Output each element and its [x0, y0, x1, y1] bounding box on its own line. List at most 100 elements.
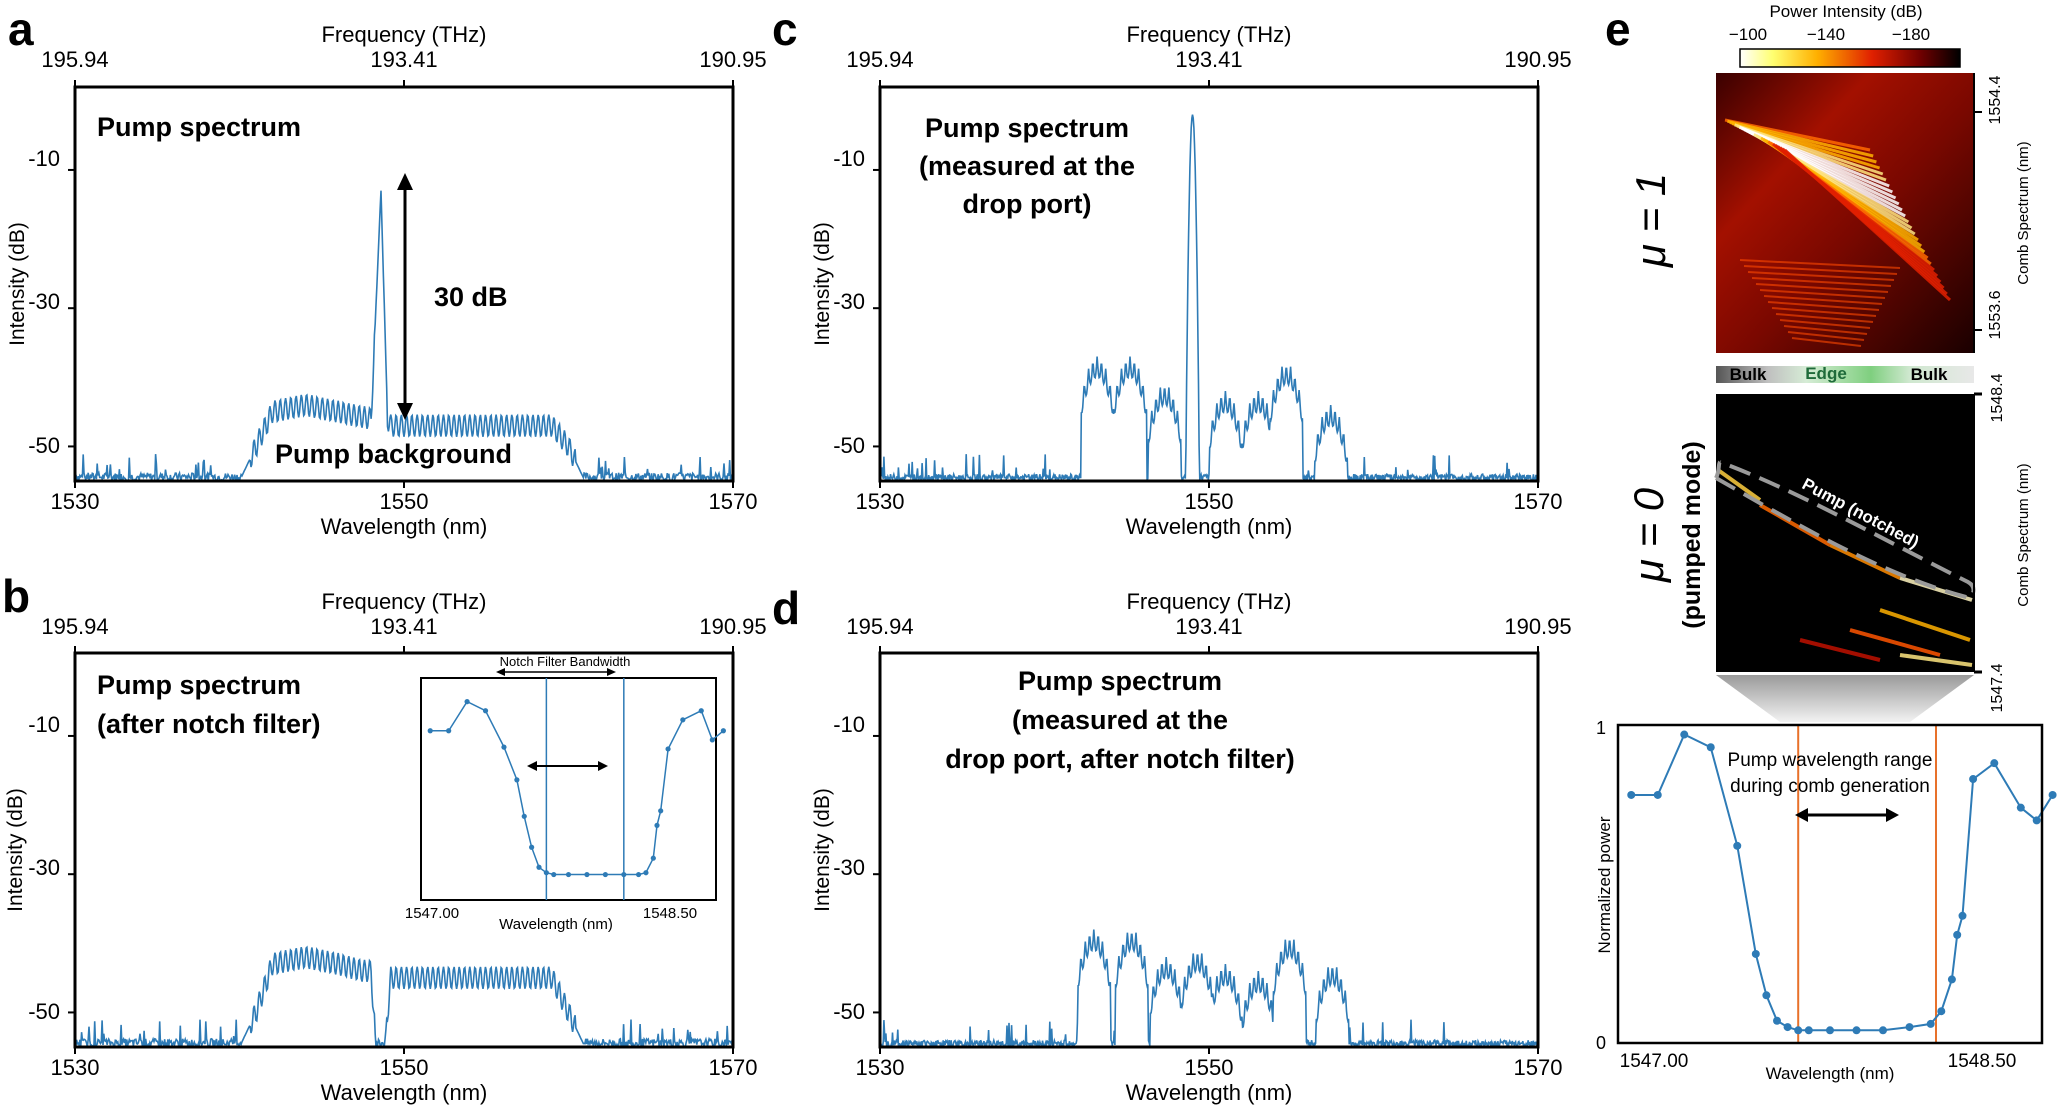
panel-title-b-0: Pump spectrum: [97, 670, 301, 700]
y-tick-c-0: -10: [833, 146, 865, 171]
heatmap-lower-streak: [1759, 289, 1886, 299]
panel-e: e Power Intensity (dB) −100 −140 −180 μ …: [1595, 2, 2057, 1083]
x-tick-a-1: 1550: [380, 489, 429, 514]
x-tick-c-0: 1530: [856, 489, 905, 514]
bottom-frame: [1616, 723, 2044, 1045]
y-tick-d-0: -10: [833, 712, 865, 737]
spectrum-line-a: [75, 190, 733, 481]
bar-label-bulk-right: Bulk: [1911, 365, 1948, 384]
heatmap-lower-streak: [1755, 283, 1889, 293]
x-tick-b-1: 1550: [380, 1055, 429, 1080]
y-tick-c-2: -50: [833, 433, 865, 458]
top-tick-c-2: 190.95: [1504, 47, 1571, 72]
colorbar-tick-2: −180: [1892, 25, 1930, 44]
inset-b: Notch Filter Bandwidth 1547.00 1548.50 W…: [405, 654, 726, 933]
x-tick-c-1: 1550: [1185, 489, 1234, 514]
y-tick-a-1: -30: [28, 289, 60, 314]
bottom-point: [1879, 1026, 1887, 1035]
bottom-point: [1905, 1023, 1914, 1032]
bar-label-bulk-left: Bulk: [1730, 365, 1767, 384]
x-tick-c-2: 1570: [1514, 489, 1563, 514]
bottom-point: [1937, 1007, 1946, 1016]
heatmap-lower-streak: [1791, 337, 1862, 347]
inset-point: [665, 746, 671, 752]
inset-point: [720, 728, 726, 734]
inset-point: [709, 737, 715, 743]
heatmap-mu1-features: [1724, 118, 1952, 347]
inset-point: [482, 708, 489, 714]
top-axis-label-c: Frequency (THz): [1126, 22, 1291, 47]
bottom-point: [2016, 803, 2025, 812]
heatmap-lower-streak: [1775, 313, 1874, 323]
bottom-y-tick-1: 0: [1596, 1033, 1606, 1053]
panel-title-d-1: (measured at the: [1012, 705, 1228, 735]
heatmap-lower-streak: [1751, 277, 1892, 287]
panel-title-c-0: Pump spectrum: [925, 113, 1129, 143]
heatmap-lower-streak: [1771, 307, 1877, 317]
bar-label-edge: Edge: [1805, 364, 1847, 383]
x-tick-a-2: 1570: [709, 489, 758, 514]
inset-point: [565, 871, 572, 878]
bulk-edge-bar: [1716, 366, 1974, 383]
bottom-x-label: Wavelength (nm): [1766, 1064, 1895, 1083]
y-tick-b-0: -10: [28, 712, 60, 737]
bottom-plot: [1627, 725, 2057, 1043]
mu0-sublabel: (pumped mode): [1678, 441, 1706, 629]
inset-point: [521, 813, 527, 819]
mu1-tick-0: 1554.4: [1987, 75, 2004, 124]
bottom-range-arrowhead-right: [1886, 808, 1899, 822]
bottom-point: [1733, 841, 1742, 850]
x-axis-label-c: Wavelength (nm): [1126, 514, 1293, 539]
inset-point: [621, 871, 627, 878]
bottom-point: [1953, 930, 1962, 939]
plot-frame-d: [878, 651, 1540, 1049]
heatmap-lower-streak: [1779, 319, 1871, 329]
panel-title-b-1: (after notch filter): [97, 709, 321, 739]
x-tick-b-2: 1570: [709, 1055, 758, 1080]
inset-mid-arrowhead-right: [598, 761, 608, 771]
x-axis-label-b: Wavelength (nm): [321, 1080, 488, 1105]
mu1-side-label: Comb Spectrum (nm): [2015, 141, 2032, 284]
heatmap-lower-streak: [1739, 259, 1901, 269]
plot-frame-b: [73, 651, 735, 1049]
inset-point: [658, 808, 664, 814]
top-axis-label-b: Frequency (THz): [321, 589, 486, 614]
inset-point: [446, 728, 452, 734]
bottom-x-tick-0: 1547.00: [1620, 1051, 1689, 1072]
pump-background-label: Pump background: [275, 439, 512, 469]
panel-d: d Frequency (THz) 195.94 193.41 190.95 P…: [772, 582, 1572, 1105]
x-axis-label-a: Wavelength (nm): [321, 514, 488, 539]
inset-point: [536, 864, 542, 870]
plot-frame-a: [73, 85, 735, 483]
heatmap-streak: [1783, 148, 1952, 302]
panel-letter-b: b: [2, 570, 30, 622]
inset-title: Notch Filter Bandwidth: [500, 654, 631, 669]
y-axis-label-d: Intensity (dB): [811, 788, 834, 912]
bottom-y-label: Normalized power: [1595, 816, 1614, 953]
heatmap-mu0-streak: [1799, 638, 1881, 662]
x-tick-d-0: 1530: [856, 1055, 905, 1080]
inset-mid-arrowhead-left: [527, 761, 537, 771]
mu0-side-label: Comb Spectrum (nm): [2015, 463, 2032, 606]
y-tick-c-1: -30: [833, 289, 865, 314]
bottom-point: [2032, 816, 2041, 825]
bottom-point: [1794, 1026, 1803, 1035]
panel-letter-a: a: [8, 3, 34, 55]
heatmap-mu0-streak: [1716, 468, 1762, 502]
zoom-funnel: [1716, 675, 1974, 722]
y-axis-label-b: Intensity (dB): [4, 788, 27, 912]
pump-ellipse-cap: [1714, 460, 1722, 479]
inset-point: [635, 871, 642, 878]
heatmap-lower-streak: [1743, 265, 1898, 275]
x-axis-label-d: Wavelength (nm): [1126, 1080, 1293, 1105]
bottom-point: [1762, 991, 1771, 1000]
top-tick-a-1: 193.41: [370, 47, 437, 72]
heatmap-mu0-streak: [1899, 653, 1973, 667]
panel-c: c Frequency (THz) 195.94 193.41 190.95 P…: [772, 3, 1572, 539]
mu1-label: μ = 1: [1627, 173, 1674, 268]
top-tick-b-0: 195.94: [41, 614, 108, 639]
panel-title-a: Pump spectrum: [97, 112, 301, 142]
top-tick-c-0: 195.94: [846, 47, 913, 72]
arrow-head-up: [397, 173, 413, 190]
